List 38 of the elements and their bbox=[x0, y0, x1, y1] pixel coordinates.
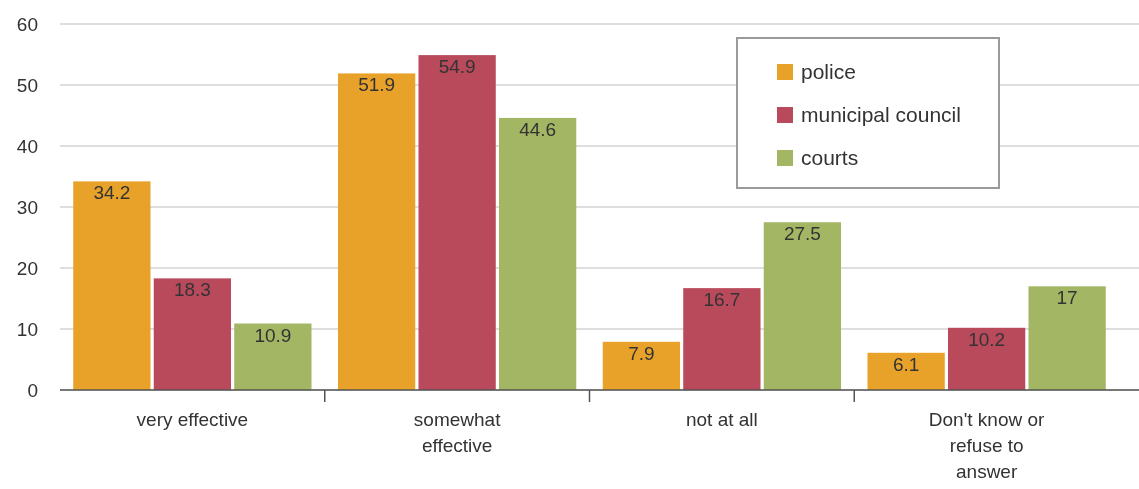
bar bbox=[234, 323, 312, 390]
y-tick-label: 10 bbox=[16, 318, 38, 340]
bar bbox=[867, 352, 945, 390]
data-label: 7.9 bbox=[628, 342, 655, 364]
legend-label: courts bbox=[801, 146, 859, 170]
x-tick-label: Don't know or refuse to answer bbox=[928, 409, 1046, 482]
bar bbox=[602, 341, 681, 390]
bar bbox=[153, 278, 232, 390]
data-label: 18.3 bbox=[173, 279, 211, 301]
data-label: 17 bbox=[1056, 287, 1078, 309]
bar bbox=[73, 181, 151, 390]
data-label: 54.9 bbox=[438, 56, 476, 78]
y-tick-label: 20 bbox=[16, 257, 38, 279]
x-tick-label: very effective bbox=[136, 409, 249, 430]
bar bbox=[683, 288, 761, 390]
bar bbox=[947, 327, 1026, 390]
data-label: 34.2 bbox=[93, 182, 131, 204]
x-tick-label: somewhat effective bbox=[413, 409, 502, 456]
legend-label: police bbox=[801, 60, 856, 84]
y-tick-label: 50 bbox=[16, 74, 38, 96]
data-label: 6.1 bbox=[892, 353, 920, 375]
bar bbox=[1028, 286, 1106, 390]
bar bbox=[418, 55, 496, 390]
x-tick-label: not at all bbox=[685, 409, 758, 430]
data-label: 44.6 bbox=[519, 118, 557, 140]
y-tick-label: 30 bbox=[16, 196, 38, 218]
legend-label: municipal council bbox=[801, 103, 961, 127]
bar bbox=[498, 117, 577, 390]
y-tick-label: 40 bbox=[16, 135, 38, 157]
bar bbox=[337, 73, 416, 390]
y-tick-label: 60 bbox=[16, 13, 38, 35]
data-label: 27.5 bbox=[783, 223, 821, 245]
data-label: 16.7 bbox=[703, 289, 741, 311]
data-label: 10.9 bbox=[254, 324, 292, 346]
data-label: 10.2 bbox=[968, 328, 1006, 350]
data-label: 51.9 bbox=[358, 74, 396, 96]
y-tick-label: 0 bbox=[27, 379, 38, 401]
bar bbox=[763, 222, 842, 390]
